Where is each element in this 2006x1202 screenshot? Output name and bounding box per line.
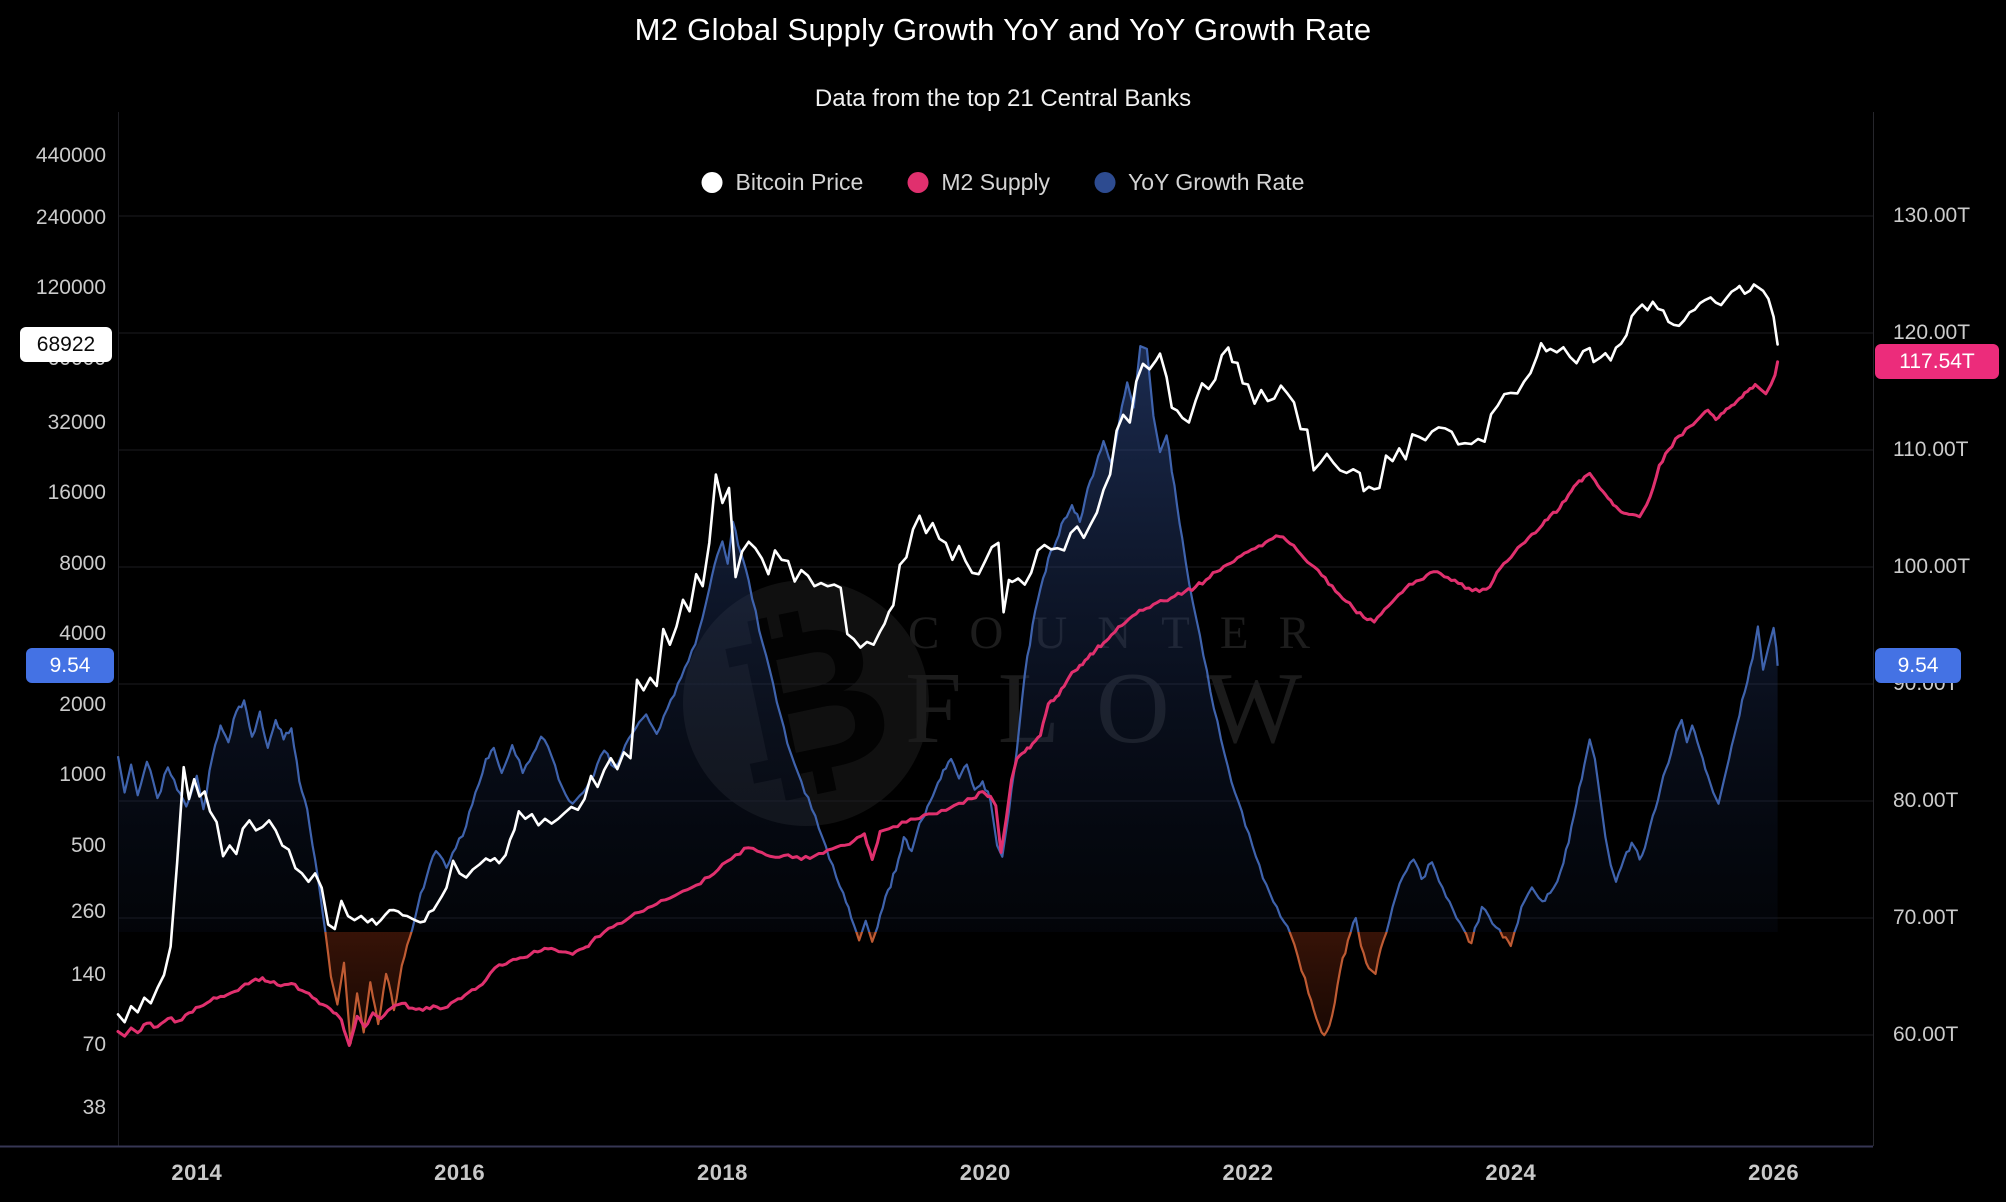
left-axis-label: 500 xyxy=(70,833,106,857)
legend-label: Bitcoin Price xyxy=(735,169,864,195)
left-axis-label: 140 xyxy=(70,962,106,986)
bitcoin-price-dot-icon xyxy=(701,172,723,193)
yoy-area-negative xyxy=(118,932,1778,1044)
yoy-line-negative xyxy=(324,932,1516,1045)
yoy-last-value-badge-left: 9.54 xyxy=(26,648,114,684)
yoy-last-value-badge-right: 9.54 xyxy=(1875,648,1961,684)
legend-label: M2 Supply xyxy=(941,169,1051,195)
left-axis-label: 8000 xyxy=(59,551,106,575)
legend-item-yoy-growth-rate[interactable]: YoY Growth Rate xyxy=(1094,169,1304,196)
right-axis-label: 80.00T xyxy=(1893,789,1959,812)
right-axis-label: 100.00T xyxy=(1893,555,1971,578)
left-axis-label: 120000 xyxy=(35,276,106,300)
left-axis-label: 240000 xyxy=(35,205,106,229)
yoy-growth-rate-dot-icon xyxy=(1094,172,1116,193)
m2-line xyxy=(116,360,1780,1047)
right-axis-label: 110.00T xyxy=(1893,438,1969,461)
legend-item-bitcoin-price[interactable]: Bitcoin Price xyxy=(701,169,864,196)
left-axis-label: 440000 xyxy=(35,143,106,167)
chart-title: M2 Global Supply Growth YoY and YoY Grow… xyxy=(634,12,1372,47)
right-axis-label: 70.00T xyxy=(1893,906,1959,929)
left-axis-label: 1000 xyxy=(59,763,106,786)
m2-last-value-badge: 117.54T xyxy=(1875,344,1999,380)
left-axis-label: 70 xyxy=(82,1033,106,1057)
bitcoin-last-price-badge: 68922 xyxy=(20,326,112,362)
x-axis-label: 2018 xyxy=(696,1160,748,1185)
x-axis-label: 2020 xyxy=(959,1160,1011,1185)
x-axis-label: 2022 xyxy=(1222,1160,1274,1185)
left-axis-label: 260 xyxy=(70,900,106,923)
left-axis-label: 38 xyxy=(82,1095,106,1119)
x-axis-label: 2026 xyxy=(1748,1160,1800,1185)
x-axis-label: 2016 xyxy=(434,1160,486,1185)
left-axis-label: 2000 xyxy=(59,692,106,716)
yoy-line-positive xyxy=(116,345,1779,932)
legend: Bitcoin Price M2 Supply YoY Growth Rate xyxy=(701,169,1304,196)
btc-line xyxy=(116,283,1779,1024)
right-axis-label: 130.00T xyxy=(1893,204,1971,227)
left-axis-label: 16000 xyxy=(47,481,106,504)
yoy-area-positive xyxy=(118,346,1778,932)
x-axis-label: 2014 xyxy=(171,1160,223,1185)
right-axis-label: 60.00T xyxy=(1893,1023,1959,1046)
m2-supply-dot-icon xyxy=(907,172,929,193)
legend-item-m2-supply[interactable]: M2 Supply xyxy=(907,169,1050,196)
left-axis-label: 4000 xyxy=(59,622,106,645)
legend-label: YoY Growth Rate xyxy=(1128,169,1305,195)
chart-subtitle: Data from the top 21 Central Banks xyxy=(814,85,1192,112)
right-axis-label: 120.00T xyxy=(1893,321,1971,344)
x-axis-label: 2024 xyxy=(1485,1160,1537,1185)
left-axis-label: 32000 xyxy=(47,410,106,434)
